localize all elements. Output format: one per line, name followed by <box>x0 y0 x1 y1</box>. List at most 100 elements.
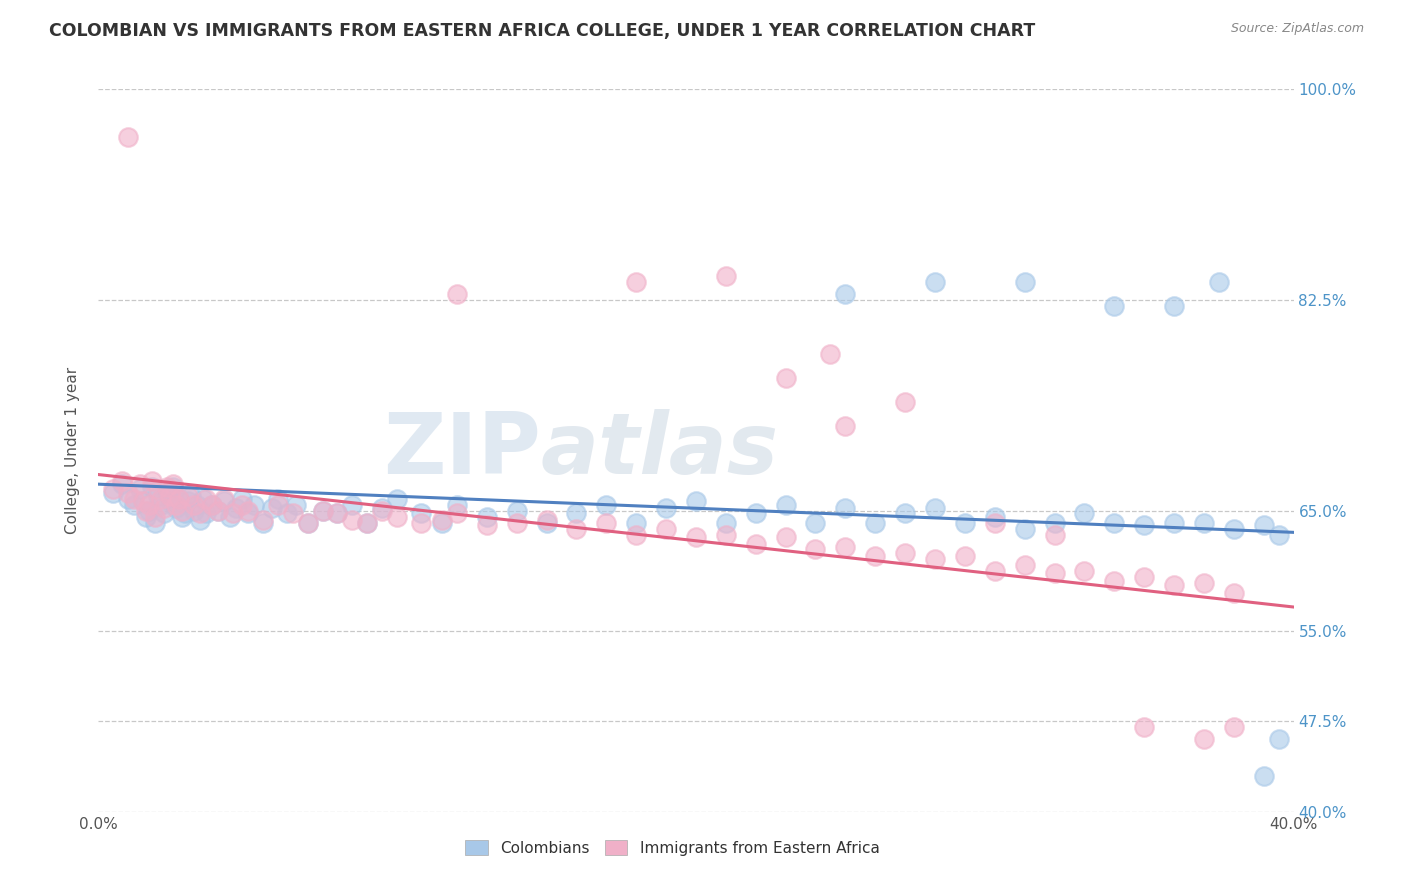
Point <box>1208 275 1230 289</box>
Point <box>1223 522 1246 536</box>
Text: ZIP: ZIP <box>382 409 541 492</box>
Point <box>159 489 181 503</box>
Point <box>626 527 648 541</box>
Point <box>565 522 588 536</box>
Point <box>685 494 707 508</box>
Point <box>834 540 856 554</box>
Point <box>924 501 946 516</box>
Point <box>177 489 200 503</box>
Point <box>222 506 245 520</box>
Point <box>195 491 218 506</box>
Point <box>284 498 307 512</box>
Point <box>1043 516 1066 530</box>
Point <box>143 516 166 530</box>
Point <box>1163 516 1185 530</box>
Point <box>132 494 155 508</box>
Legend: Colombians, Immigrants from Eastern Africa: Colombians, Immigrants from Eastern Afri… <box>458 834 886 862</box>
Point <box>1192 516 1215 530</box>
Point <box>804 516 827 530</box>
Point <box>167 491 190 506</box>
Point <box>231 498 253 512</box>
Point <box>924 551 946 566</box>
Point <box>159 494 181 508</box>
Point <box>745 506 768 520</box>
Point <box>714 527 737 541</box>
Point <box>326 506 349 520</box>
Point <box>201 498 224 512</box>
Point <box>894 546 917 560</box>
Point <box>446 498 468 512</box>
Point <box>191 491 214 506</box>
Point <box>1192 576 1215 591</box>
Point <box>1253 518 1275 533</box>
Point <box>714 268 737 283</box>
Point <box>276 506 298 520</box>
Point <box>953 549 976 564</box>
Point <box>183 498 205 512</box>
Point <box>162 477 184 491</box>
Point <box>148 489 170 503</box>
Point <box>565 506 588 520</box>
Point <box>1163 299 1185 313</box>
Point <box>775 371 797 385</box>
Point <box>153 506 176 520</box>
Point <box>865 549 887 564</box>
Point <box>243 498 266 512</box>
Point <box>371 501 394 516</box>
Point <box>297 516 319 530</box>
Point <box>252 516 274 530</box>
Point <box>135 509 157 524</box>
Point <box>129 477 152 491</box>
Point <box>385 491 409 506</box>
Point <box>172 509 194 524</box>
Point <box>1133 721 1156 735</box>
Point <box>446 287 468 301</box>
Point <box>138 503 160 517</box>
Point <box>207 503 229 517</box>
Point <box>536 513 558 527</box>
Point <box>236 506 259 520</box>
Point <box>356 516 378 530</box>
Point <box>1104 574 1126 588</box>
Point <box>148 482 170 496</box>
Point <box>655 522 678 536</box>
Point <box>775 498 797 512</box>
Point <box>165 498 187 512</box>
Point <box>111 477 134 491</box>
Point <box>506 516 529 530</box>
Point <box>342 513 364 527</box>
Point <box>141 480 163 494</box>
Point <box>1133 518 1156 533</box>
Point <box>183 503 205 517</box>
Point <box>252 513 274 527</box>
Point <box>135 503 157 517</box>
Text: COLOMBIAN VS IMMIGRANTS FROM EASTERN AFRICA COLLEGE, UNDER 1 YEAR CORRELATION CH: COLOMBIAN VS IMMIGRANTS FROM EASTERN AFR… <box>49 22 1035 40</box>
Point <box>195 506 218 520</box>
Point <box>984 509 1007 524</box>
Point <box>162 480 184 494</box>
Point <box>225 501 247 516</box>
Point <box>865 516 887 530</box>
Point <box>150 491 173 506</box>
Point <box>165 501 187 516</box>
Point <box>411 506 433 520</box>
Point <box>1104 516 1126 530</box>
Point <box>117 485 139 500</box>
Point <box>177 494 200 508</box>
Point <box>124 491 146 506</box>
Point <box>260 501 283 516</box>
Point <box>626 275 648 289</box>
Point <box>156 485 179 500</box>
Point <box>311 503 333 517</box>
Point <box>342 498 364 512</box>
Point <box>924 275 946 289</box>
Point <box>156 480 179 494</box>
Point <box>117 491 139 506</box>
Point <box>1133 570 1156 584</box>
Point <box>834 287 856 301</box>
Point <box>714 516 737 530</box>
Point <box>111 474 134 488</box>
Y-axis label: College, Under 1 year: College, Under 1 year <box>65 367 80 534</box>
Point <box>834 419 856 434</box>
Point <box>117 130 139 145</box>
